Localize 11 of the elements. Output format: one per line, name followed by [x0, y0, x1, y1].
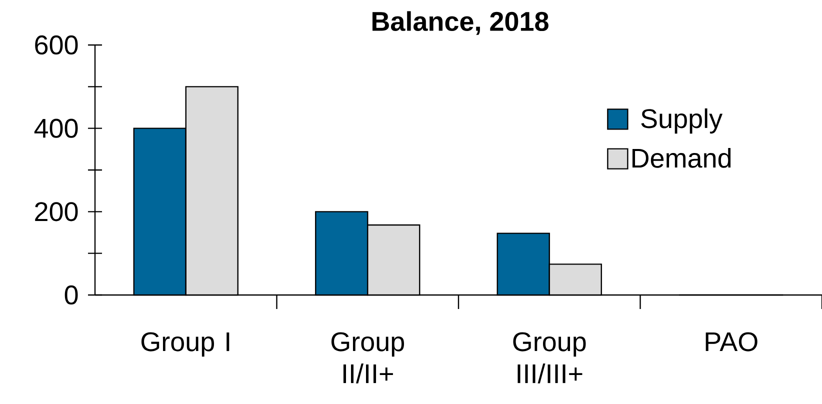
y-tick-label: 400 — [34, 118, 78, 138]
x-tick-label: PAO — [706, 332, 758, 352]
legend-label: Demand — [632, 148, 731, 168]
chart-title: Balance, 2018 — [372, 11, 548, 35]
legend-label: Supply — [641, 108, 723, 134]
x-tick-label: Group III/III+ — [513, 332, 586, 384]
y-tick-label: 600 — [35, 35, 78, 55]
x-tick-label: Group II/II+ — [331, 332, 404, 384]
y-tick-label: 0 — [64, 285, 78, 305]
y-tick-label: 200 — [35, 202, 78, 222]
x-tick-label: Group I — [141, 332, 230, 357]
